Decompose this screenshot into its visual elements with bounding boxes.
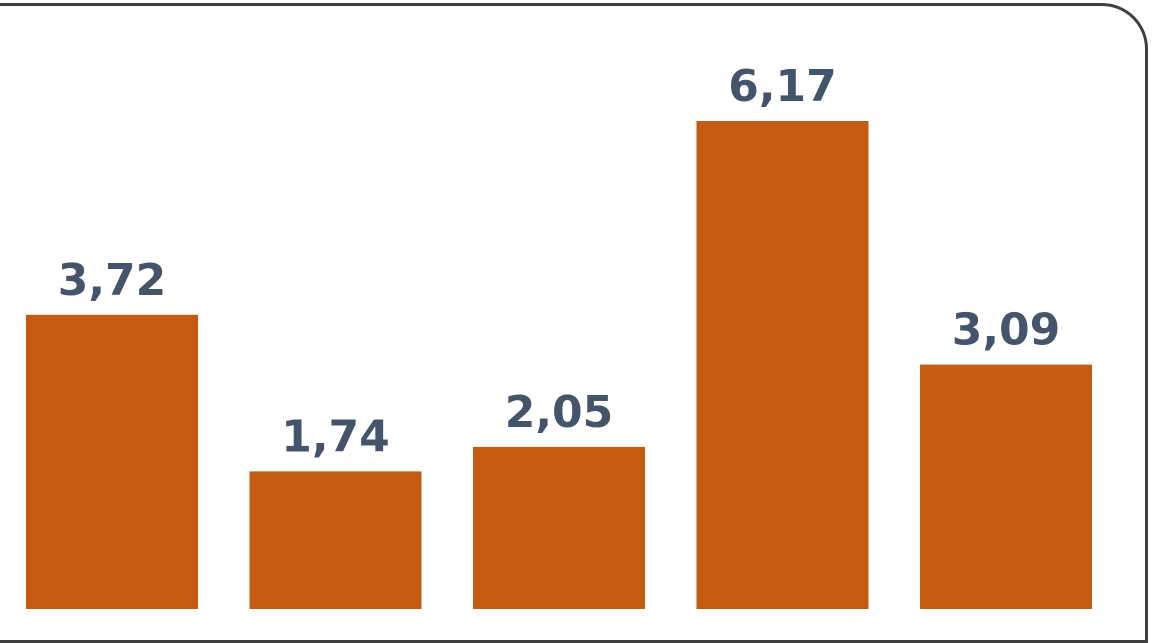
- bar-chart: 3,72 1,74 2,05 6,17 3,09: [26, 61, 1092, 609]
- data-label-2: 1,74: [281, 411, 390, 462]
- bar-1: [26, 314, 198, 609]
- data-label-1: 3,72: [58, 255, 167, 306]
- bar-4: [696, 121, 869, 609]
- data-label-3: 2,05: [505, 387, 614, 438]
- bar-5: [920, 364, 1092, 609]
- data-labels-layer: 3,72 1,74 2,05 6,17 3,09: [58, 61, 1061, 462]
- bar-3: [473, 446, 645, 609]
- data-label-4: 6,17: [728, 61, 837, 112]
- bar-2: [249, 471, 422, 609]
- bars-layer: [26, 121, 1092, 609]
- data-label-5: 3,09: [952, 305, 1061, 356]
